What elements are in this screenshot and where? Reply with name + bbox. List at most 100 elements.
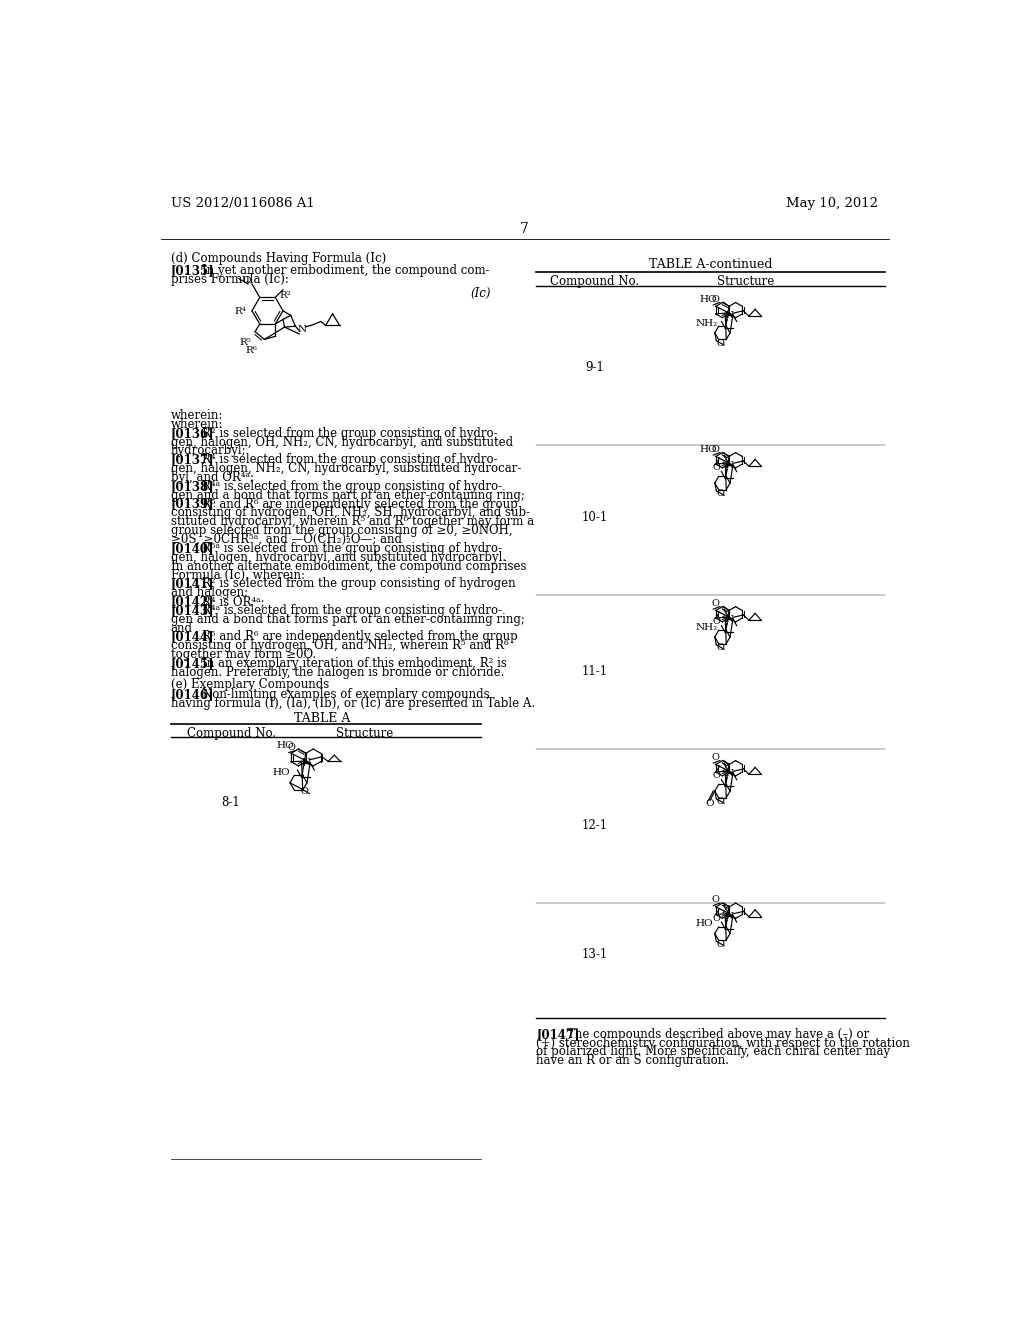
Text: [0142]: [0142] (171, 595, 214, 609)
Text: O: O (713, 463, 720, 473)
Text: gen and a bond that forms part of an ether-containing ring;: gen and a bond that forms part of an eth… (171, 488, 524, 502)
Text: O: O (706, 799, 714, 808)
Text: [0139]: [0139] (171, 498, 214, 511)
Text: (d) Compounds Having Formula (Ic): (d) Compounds Having Formula (Ic) (171, 252, 386, 265)
Text: N: N (302, 759, 311, 767)
Text: X: X (722, 763, 730, 772)
Text: of polarized light. More specifically, each chiral center may: of polarized light. More specifically, e… (537, 1045, 891, 1059)
Text: O: O (717, 940, 724, 949)
Text: [0141]: [0141] (171, 577, 214, 590)
Text: O: O (713, 913, 720, 923)
Text: O: O (717, 797, 724, 807)
Text: consisting of hydrogen, OH, NH₂, SH, hydrocarbyl, and sub-: consisting of hydrogen, OH, NH₂, SH, hyd… (171, 507, 529, 520)
Text: O: O (713, 771, 720, 780)
Text: 8-1: 8-1 (222, 796, 241, 809)
Text: gen, halogen, NH₂, CN, hydrocarbyl, substituted hydrocar-: gen, halogen, NH₂, CN, hydrocarbyl, subs… (171, 462, 521, 475)
Text: together may form ≥0O.: together may form ≥0O. (171, 648, 315, 661)
Text: Structure: Structure (717, 276, 774, 289)
Text: [0144]: [0144] (171, 631, 214, 643)
Text: TABLE A-continued: TABLE A-continued (649, 259, 772, 272)
Text: group selected from the group consisting of ≥0, ≥0NOH,: group selected from the group consisting… (171, 524, 512, 537)
Text: R²: R² (280, 292, 291, 300)
Text: O: O (712, 895, 719, 904)
Text: 12-1: 12-1 (582, 820, 607, 833)
Text: [0143]: [0143] (171, 603, 214, 616)
Text: N: N (725, 312, 734, 319)
Text: [0138]: [0138] (171, 480, 214, 492)
Text: NH₂: NH₂ (695, 623, 718, 632)
Text: NH₂: NH₂ (695, 318, 718, 327)
Text: O: O (717, 490, 724, 498)
Text: [0145]: [0145] (171, 657, 214, 671)
Text: Compound No.: Compound No. (550, 276, 639, 289)
Text: The compounds described above may have a (–) or: The compounds described above may have a… (567, 1028, 869, 1040)
Text: O: O (717, 643, 724, 652)
Text: [0137]: [0137] (171, 453, 214, 466)
Text: R² is selected from the group consisting of hydrogen: R² is selected from the group consisting… (202, 577, 515, 590)
Text: N: N (725, 770, 734, 777)
Text: O: O (300, 788, 308, 796)
Text: gen, halogen, hydrocarbyl, and substituted hydrocarbyl.: gen, halogen, hydrocarbyl, and substitut… (171, 550, 506, 564)
Text: In another alternate embodiment, the compound comprises: In another alternate embodiment, the com… (171, 560, 526, 573)
Text: In yet another embodiment, the compound com-: In yet another embodiment, the compound … (202, 264, 489, 277)
Text: N: N (725, 461, 734, 470)
Text: ≥0S, ≥0CHR⁵ᵃ, and —O(CH₂)₂O—; and: ≥0S, ≥0CHR⁵ᵃ, and —O(CH₂)₂O—; and (171, 533, 401, 546)
Text: [0136]: [0136] (171, 426, 214, 440)
Text: N: N (297, 325, 306, 334)
Text: [0147]: [0147] (537, 1028, 580, 1040)
Text: (e) Exemplary Compounds: (e) Exemplary Compounds (171, 677, 329, 690)
Text: having formula (I), (Ia), (Ib), or (Ic) are presented in Table A.: having formula (I), (Ia), (Ib), or (Ic) … (171, 697, 535, 710)
Text: R⁴ᵃ is selected from the group consisting of hydro-: R⁴ᵃ is selected from the group consistin… (202, 603, 502, 616)
Text: 13-1: 13-1 (582, 948, 607, 961)
Text: O: O (712, 445, 719, 454)
Text: O: O (712, 599, 719, 609)
Text: 9-1: 9-1 (585, 362, 604, 375)
Text: wherein:: wherein: (171, 409, 223, 422)
Text: byl, and OR⁴ᵃ;: byl, and OR⁴ᵃ; (171, 471, 254, 484)
Text: 11-1: 11-1 (582, 665, 607, 678)
Text: O: O (712, 752, 719, 762)
Text: R⁵ and R⁶ are independently selected from the group: R⁵ and R⁶ are independently selected fro… (202, 631, 517, 643)
Text: prises Formula (Ic):: prises Formula (Ic): (171, 273, 289, 286)
Text: Structure: Structure (336, 726, 393, 739)
Text: stituted hydrocarbyl, wherein R⁵ and R⁶ together may form a: stituted hydrocarbyl, wherein R⁵ and R⁶ … (171, 515, 534, 528)
Text: In an exemplary iteration of this embodiment, R² is: In an exemplary iteration of this embodi… (202, 657, 507, 671)
Text: (Ic): (Ic) (470, 288, 490, 301)
Text: R² is selected from the group consisting of hydro-: R² is selected from the group consisting… (202, 426, 498, 440)
Text: R⁴ is selected from the group consisting of hydro-: R⁴ is selected from the group consisting… (202, 453, 498, 466)
Text: N: N (725, 615, 734, 624)
Text: R⁵ᵃ is selected from the group consisting of hydro-: R⁵ᵃ is selected from the group consistin… (202, 543, 502, 554)
Text: hydrocarbyl;: hydrocarbyl; (171, 445, 246, 458)
Text: R⁵ and R⁶ are independently selected from the group: R⁵ and R⁶ are independently selected fro… (202, 498, 517, 511)
Text: X: X (722, 455, 730, 465)
Text: US 2012/0116086 A1: US 2012/0116086 A1 (171, 197, 314, 210)
Text: [0140]: [0140] (171, 543, 214, 554)
Text: gen, halogen, OH, NH₂, CN, hydrocarbyl, and substituted: gen, halogen, OH, NH₂, CN, hydrocarbyl, … (171, 436, 513, 449)
Text: HO: HO (699, 445, 717, 454)
Text: TABLE A: TABLE A (294, 711, 350, 725)
Text: O: O (717, 339, 724, 348)
Text: O: O (288, 743, 295, 752)
Text: 7: 7 (520, 222, 529, 235)
Text: HO: HO (276, 742, 295, 751)
Text: halogen. Preferably, the halogen is bromide or chloride.: halogen. Preferably, the halogen is brom… (171, 665, 504, 678)
Text: have an R or an S configuration.: have an R or an S configuration. (537, 1055, 729, 1068)
Text: Formula (Ic), wherein:: Formula (Ic), wherein: (171, 569, 304, 581)
Text: 10-1: 10-1 (582, 511, 607, 524)
Text: O: O (712, 294, 719, 304)
Text: gen and a bond that forms part of an ether-containing ring;: gen and a bond that forms part of an eth… (171, 612, 524, 626)
Text: HO: HO (699, 294, 717, 304)
Text: X: X (722, 609, 730, 619)
Text: Non-limiting examples of exemplary compounds: Non-limiting examples of exemplary compo… (202, 688, 489, 701)
Text: consisting of hydrogen, OH, and NH₂, wherein R⁵ and R⁶: consisting of hydrogen, OH, and NH₂, whe… (171, 639, 508, 652)
Text: R⁴ᵃ is selected from the group consisting of hydro-: R⁴ᵃ is selected from the group consistin… (202, 480, 502, 492)
Text: O: O (243, 276, 251, 285)
Text: R⁴ is OR⁴ᵃ;: R⁴ is OR⁴ᵃ; (202, 595, 264, 609)
Text: O: O (713, 618, 720, 626)
Text: [0146]: [0146] (171, 688, 214, 701)
Text: HO: HO (695, 919, 713, 928)
Text: R⁵: R⁵ (240, 338, 252, 347)
Text: and: and (171, 622, 193, 635)
Text: (+) stereochemistry configuration, with respect to the rotation: (+) stereochemistry configuration, with … (537, 1036, 910, 1049)
Text: R⁴: R⁴ (234, 308, 247, 315)
